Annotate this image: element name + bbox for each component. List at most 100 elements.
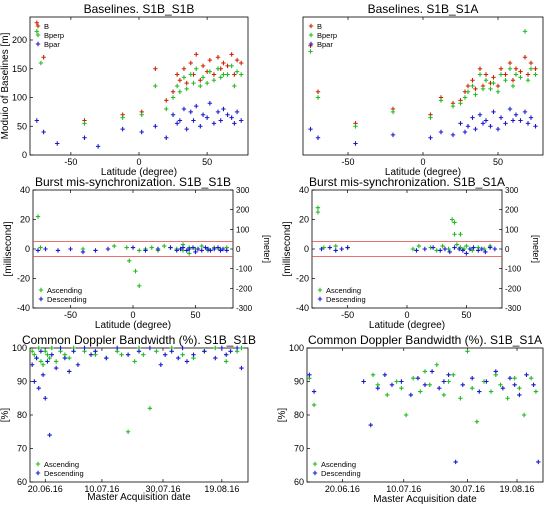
data-point-descending	[191, 352, 196, 357]
x-tick-label: 30.07.16	[145, 484, 180, 494]
chart-title: Common Doppler Bandwidth (%). S1B_S1B	[22, 333, 256, 347]
legend-label: B	[317, 22, 322, 31]
y-tick-label: 200	[12, 35, 27, 45]
data-point-b	[221, 60, 226, 66]
data-point-bperp	[170, 95, 176, 100]
data-point-bperp	[525, 78, 531, 83]
data-point-bperp	[164, 106, 169, 112]
data-point-descending	[169, 349, 174, 354]
data-point-ascending	[43, 349, 48, 354]
y-axis-label: [%]	[277, 408, 288, 423]
data-point-bpar	[458, 121, 463, 126]
data-point-descending	[319, 246, 324, 252]
data-point-descending	[45, 359, 50, 364]
data-point-bpar	[200, 112, 206, 117]
data-point-ascending	[137, 283, 142, 289]
data-point-descending	[115, 345, 120, 351]
data-point-descending	[436, 386, 442, 391]
y-tick-label: 90	[17, 377, 27, 387]
data-point-descending	[53, 365, 59, 371]
data-point-bpar	[473, 126, 478, 132]
data-point-descending	[47, 432, 52, 438]
x-tick-label: 50	[493, 157, 503, 167]
data-point-descending	[483, 249, 488, 255]
y-tick-label: 150	[12, 64, 27, 74]
data-point-bperp	[225, 72, 230, 77]
legend-label: Bperp	[44, 31, 64, 40]
data-point-bperp	[177, 89, 183, 94]
legend-label: Ascending	[47, 286, 82, 295]
data-point-descending	[32, 379, 37, 384]
plot-frame	[302, 16, 544, 156]
legend-marker	[35, 32, 41, 38]
data-point-descending	[93, 248, 98, 253]
data-point-bpar	[353, 141, 358, 146]
data-point-descending	[389, 382, 395, 388]
data-point-bperp	[533, 72, 538, 77]
data-point-b	[174, 72, 180, 77]
legend-marker	[35, 41, 41, 47]
data-point-bperp	[218, 75, 223, 80]
data-point-descending	[125, 352, 131, 357]
data-point-descending	[479, 246, 485, 252]
data-point-bpar	[139, 129, 144, 135]
data-point-descending	[327, 245, 333, 250]
y2-tick-label: 0	[505, 245, 510, 254]
y2-tick-label: 300	[236, 186, 250, 195]
x-tick-label: 0	[130, 310, 135, 320]
data-point-bperp	[200, 75, 206, 80]
data-point-ascending	[47, 355, 52, 361]
data-point-descending	[414, 248, 419, 253]
data-point-descending	[446, 372, 451, 377]
x-tick-label: 10.07.16	[386, 484, 421, 494]
data-point-ascending	[53, 359, 59, 364]
y2-tick-label: 0	[236, 245, 241, 254]
data-point-descending	[422, 382, 428, 388]
data-point-bpar	[533, 124, 538, 129]
y2-tick-label: -300	[236, 304, 253, 313]
y-tick-label: -40	[296, 303, 309, 313]
data-point-descending	[202, 349, 207, 354]
data-point-descending	[453, 459, 458, 465]
data-point-bpar	[428, 135, 433, 140]
data-point-bperp	[522, 29, 528, 34]
data-point-bperp	[153, 83, 158, 89]
data-point-descending	[408, 392, 414, 398]
data-point-b	[491, 75, 496, 80]
data-point-bperp	[211, 78, 217, 83]
data-point-descending	[218, 248, 223, 253]
x-axis-label: Latitude (degree)	[369, 320, 445, 331]
data-point-descending	[438, 248, 443, 253]
data-point-descending	[35, 248, 41, 253]
data-point-b	[211, 72, 217, 77]
data-point-descending	[187, 246, 192, 252]
data-point-descending	[460, 382, 465, 388]
legend-label: Bpar	[317, 40, 333, 49]
y-tick-label: 0	[22, 150, 27, 160]
data-point-bpar	[204, 115, 210, 120]
data-point-bperp	[458, 101, 463, 106]
chart-panel-4	[311, 189, 503, 309]
data-point-bperp	[191, 80, 196, 86]
y-tick-label: 100	[289, 343, 304, 353]
chart-title: Burst mis-synchronization. S1B_S1B	[35, 175, 231, 189]
y-axis-label: [millisecond]	[282, 221, 293, 276]
data-point-descending	[190, 245, 196, 250]
data-point-bperp	[488, 86, 493, 92]
legend-label: B	[44, 22, 49, 31]
data-point-bperp	[518, 75, 523, 80]
x-tick-label: 0	[420, 157, 425, 167]
data-point-b	[181, 66, 187, 71]
x-tick-label: -50	[341, 310, 354, 320]
data-point-bperp	[174, 83, 180, 89]
data-point-ascending	[458, 232, 463, 237]
data-point-ascending	[187, 251, 192, 256]
data-point-descending	[195, 246, 201, 252]
data-point-ascending	[411, 375, 416, 381]
data-point-b	[234, 57, 240, 63]
data-point-ascending	[465, 349, 470, 354]
data-point-bpar	[184, 126, 189, 132]
legend-marker	[317, 287, 323, 293]
data-point-bperp	[34, 29, 40, 34]
